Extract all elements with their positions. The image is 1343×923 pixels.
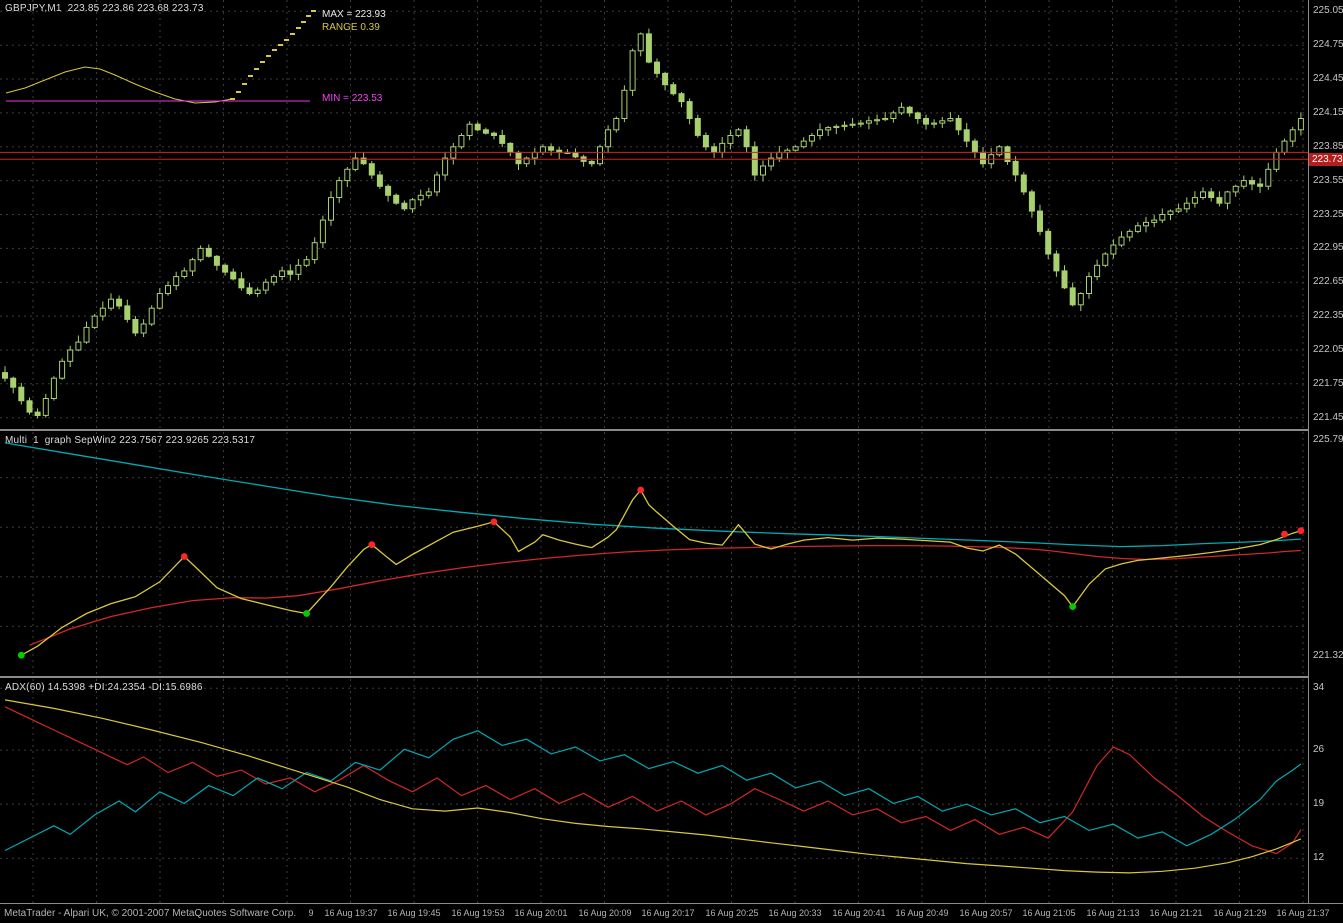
overlay-max-label: MAX = 223.93: [322, 9, 386, 20]
price-axis-label: 223.55: [1313, 175, 1343, 186]
time-axis-label: 16 Aug 20:01: [514, 908, 568, 918]
indicator2-panel: ADX(60) 14.5398 +DI:24.2354 -DI:15.6986: [0, 679, 1308, 903]
price-axis-label: 225.05: [1313, 5, 1343, 16]
grid-lines: [0, 432, 1308, 676]
grid-lines: [0, 679, 1308, 903]
buy-dot: [17, 651, 25, 659]
buy-dot: [1069, 603, 1077, 610]
price-axis-label: 221.45: [1313, 412, 1343, 423]
indicator1-canvas[interactable]: [0, 432, 1308, 676]
price-axis-label: 224.75: [1313, 39, 1343, 50]
main-chart-canvas[interactable]: [0, 0, 1308, 429]
time-axis-label: 16 Aug 20:57: [959, 908, 1013, 918]
buy-dot: [303, 610, 310, 617]
price-axis-label: 222.95: [1313, 242, 1343, 253]
time-axis-label: 16 Aug 21:29: [1213, 908, 1267, 918]
price-axis-column: 225.799 221.326 223.73 225.05 224.75 224.4…: [1308, 0, 1343, 903]
price-axis-label: 221.75: [1313, 378, 1343, 389]
indicator1-title: Multi 1 graph SepWin2 223.7567 223.9265 …: [5, 435, 256, 446]
indicator1-panel: Multi 1 graph SepWin2 223.7567 223.9265 …: [0, 432, 1308, 676]
current-price-badge: 223.73: [1309, 153, 1343, 166]
indicator2-axis-label: 34: [1313, 682, 1325, 693]
sell-dot: [180, 553, 188, 560]
price-axis-label: 223.85: [1313, 141, 1343, 152]
time-axis-label: 16 Aug 19:53: [451, 908, 505, 918]
main-chart-title: GBPJPY,M1 223.85 223.86 223.68 223.73: [5, 3, 204, 14]
time-axis-label: 16 Aug 20:33: [768, 908, 822, 918]
time-axis-label: 16 Aug 20:49: [895, 908, 949, 918]
di-minus-line: [4, 706, 1302, 855]
grid-lines: [0, 0, 1308, 429]
indicator1-axis-max: 225.799: [1313, 434, 1343, 445]
price-axis-label: 222.05: [1313, 344, 1343, 355]
indicator2-axis-label: 26: [1313, 744, 1325, 755]
indicator2-axis-label: 12: [1313, 852, 1325, 863]
time-axis-label: 16 Aug 20:25: [705, 908, 759, 918]
panel-separator[interactable]: [0, 429, 1343, 432]
main-chart-panel: GBPJPY,M1 223.85 223.86 223.68 223.73 MA…: [0, 0, 1308, 429]
time-axis-label: 16 Aug 20:41: [832, 908, 886, 918]
sell-dot: [490, 518, 498, 526]
time-axis-label: 16 Aug 20:09: [578, 908, 632, 918]
cyan-ma-line: [4, 442, 1301, 548]
indicator2-canvas[interactable]: [0, 679, 1308, 903]
price-axis-label: 224.45: [1313, 73, 1343, 84]
indicator1-axis-min: 221.326: [1313, 650, 1343, 661]
time-axis-label: 16 Aug 21:37: [1276, 908, 1330, 918]
sell-dot: [368, 541, 376, 548]
range-indicator-overlay: [5, 10, 316, 104]
overlay-range-label: RANGE 0.39: [322, 22, 380, 33]
indicator2-axis-label: 19: [1313, 798, 1325, 809]
price-axis-label: 222.65: [1313, 276, 1343, 287]
time-axis-label: 16 Aug 21:05: [1022, 908, 1076, 918]
overlay-min-label: MIN = 223.53: [322, 93, 383, 104]
time-axis-label: 16 Aug 19:45: [387, 908, 441, 918]
yellow-signal-line: [20, 488, 1302, 656]
price-axis-label: 224.15: [1313, 107, 1343, 118]
status-credits: MetaTrader - Alpari UK, © 2001-2007 Meta…: [0, 908, 309, 919]
price-axis-label: 223.25: [1313, 209, 1343, 220]
di-plus-line: [4, 730, 1302, 852]
sell-dot: [637, 486, 645, 494]
time-axis-label: 16 Aug 21:13: [1086, 908, 1140, 918]
panel-separator[interactable]: [0, 676, 1343, 679]
red-ma-line: [29, 544, 1301, 646]
time-axis-label: 16 Aug 21:21: [1149, 908, 1203, 918]
bid-price-lines: [0, 151, 1308, 160]
adx-line: [4, 699, 1302, 874]
indicator2-title: ADX(60) 14.5398 +DI:24.2354 -DI:15.6986: [5, 682, 203, 693]
price-axis-label: 222.35: [1313, 310, 1343, 321]
time-axis-label: 16 Aug 20:17: [641, 908, 695, 918]
sell-dot: [1281, 530, 1288, 538]
time-axis-label: 16 Aug 19:37: [324, 908, 378, 918]
candlesticks: [2, 28, 1304, 419]
signal-dots: [17, 486, 1305, 659]
sell-dot: [1297, 527, 1305, 535]
